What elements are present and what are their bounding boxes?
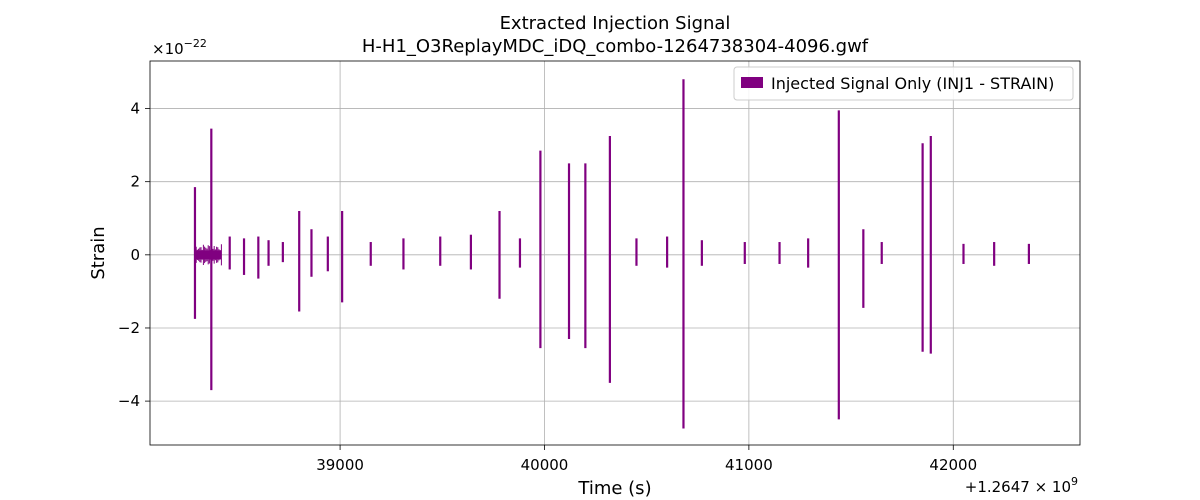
x-offset-exponent: 9 <box>1071 475 1078 488</box>
x-offset-base: +1.2647 × 10 <box>965 478 1071 496</box>
y-axis-label: Strain <box>88 226 109 279</box>
y-tick-label: −2 <box>118 319 140 337</box>
x-tick-label: 39000 <box>316 456 364 474</box>
svg-text:+1.2647 × 109: +1.2647 × 109 <box>965 475 1078 496</box>
plot-area <box>150 61 1080 445</box>
x-axis-label: Time (s) <box>577 478 651 499</box>
y-scale-base: ×10 <box>152 40 184 58</box>
y-scale-exponent: −22 <box>184 37 207 50</box>
x-tick-label: 41000 <box>725 456 773 474</box>
plot-frame <box>149 60 1081 446</box>
legend-swatch <box>741 77 763 88</box>
y-tick-label: 0 <box>130 246 140 264</box>
chart-subtitle: H-H1_O3ReplayMDC_iDQ_combo-1264738304-40… <box>362 36 869 57</box>
x-tick-label: 40000 <box>521 456 569 474</box>
series-injected-signal <box>193 79 1031 429</box>
legend: Injected Signal Only (INJ1 - STRAIN) <box>733 66 1074 101</box>
x-axis-ticks: 39000 40000 41000 42000 <box>316 445 977 474</box>
y-tick-label: 2 <box>130 173 140 191</box>
y-axis-ticks: −4 −2 0 2 4 <box>118 100 150 410</box>
y-tick-label: −4 <box>118 392 140 410</box>
svg-text:×10−22: ×10−22 <box>152 37 207 58</box>
legend-entry-label: Injected Signal Only (INJ1 - STRAIN) <box>771 74 1054 93</box>
y-scale-multiplier: ×10−22 <box>152 37 207 58</box>
y-tick-label: 4 <box>130 100 140 118</box>
chart-title: Extracted Injection Signal <box>500 13 731 34</box>
x-tick-label: 42000 <box>929 456 977 474</box>
legend-box <box>733 66 1074 101</box>
x-offset-label: +1.2647 × 109 <box>965 475 1078 496</box>
grid-lines <box>150 61 1080 445</box>
